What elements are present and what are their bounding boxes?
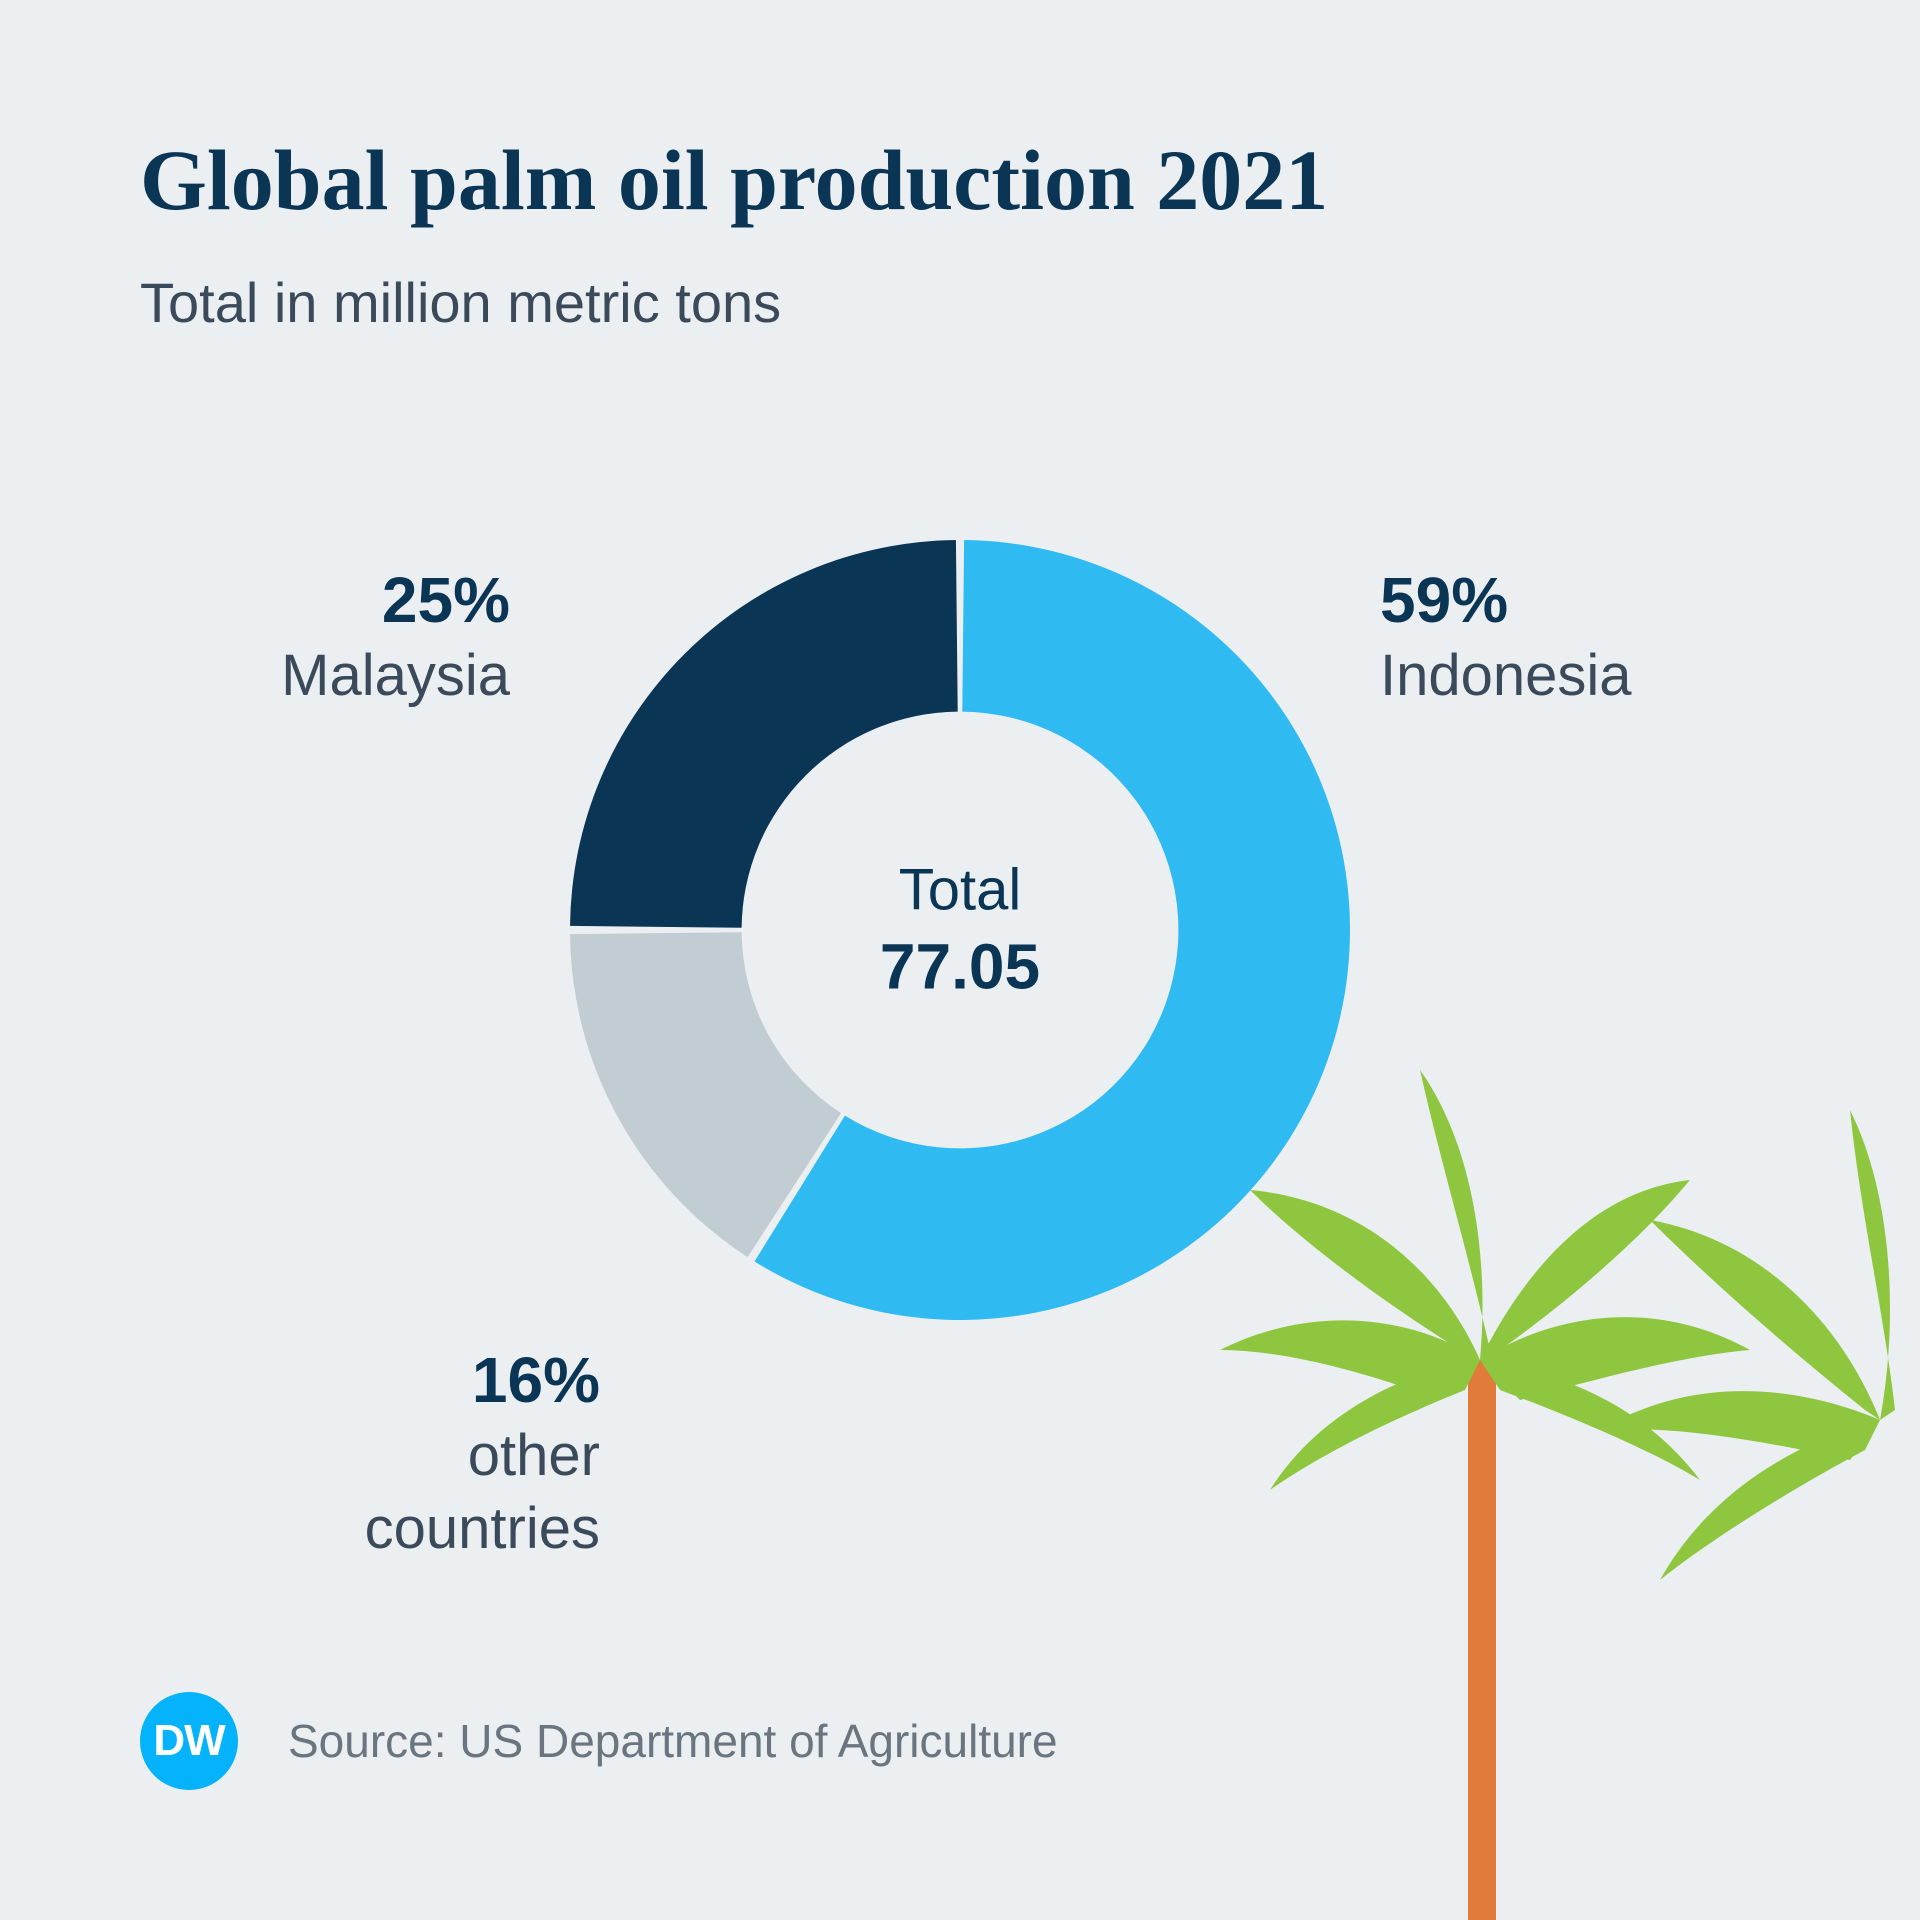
infographic-container: Global palm oil production 2021 Total in… xyxy=(0,0,1920,1920)
slice-label-malaysia: 25% Malaysia xyxy=(180,560,510,713)
footer: DW Source: US Department of Agriculture xyxy=(140,1692,1058,1790)
slice-name: Malaysia xyxy=(180,640,510,713)
palm-trunk-icon xyxy=(1468,1360,1496,1920)
slice-label-other: 16% other countries xyxy=(240,1340,600,1565)
slice-label-indonesia: 59% Indonesia xyxy=(1380,560,1632,713)
donut-chart: Total 77.05 xyxy=(570,540,1350,1320)
total-value: 77.05 xyxy=(880,930,1040,1004)
slice-pct: 16% xyxy=(240,1340,600,1420)
slice-pct: 25% xyxy=(180,560,510,640)
donut-center: Total 77.05 xyxy=(880,857,1040,1004)
slice-name: other countries xyxy=(240,1420,600,1565)
slice-pct: 59% xyxy=(1380,560,1632,640)
source-text: Source: US Department of Agriculture xyxy=(288,1714,1058,1768)
dw-logo-icon: DW xyxy=(140,1692,238,1790)
chart-subtitle: Total in million metric tons xyxy=(140,270,1780,335)
slice-name: Indonesia xyxy=(1380,640,1632,713)
chart-title: Global palm oil production 2021 xyxy=(140,130,1780,230)
total-label: Total xyxy=(880,857,1040,924)
palm-fronds-icon xyxy=(1600,1110,1895,1580)
